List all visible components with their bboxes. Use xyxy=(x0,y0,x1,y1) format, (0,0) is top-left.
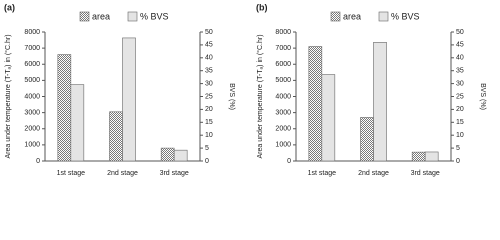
y2-tick-label: 30 xyxy=(456,80,464,87)
y2-tick-label: 20 xyxy=(205,106,213,113)
legend-label: % BVS xyxy=(140,11,169,21)
y-tick-label: 0 xyxy=(36,158,40,165)
bar xyxy=(321,74,336,162)
y2-tick-label: 0 xyxy=(205,158,209,165)
y-tick-label: 7000 xyxy=(275,45,291,52)
y2-axis-title: BVS (%) xyxy=(228,83,235,110)
y-axis-title: Area under temperature (T-Tₐ) in (°C.hr) xyxy=(4,34,12,158)
y2-tick-label: 45 xyxy=(205,42,213,49)
x-tick-label: 2nd stage xyxy=(107,170,138,177)
y-tick-label: 4000 xyxy=(275,93,291,100)
y2-tick-label: 15 xyxy=(205,119,213,126)
y2-tick-label: 10 xyxy=(205,132,213,139)
y2-tick-label: 35 xyxy=(456,68,464,75)
bar xyxy=(173,149,188,162)
y-tick-label: 7000 xyxy=(24,45,40,52)
bar xyxy=(70,84,85,162)
x-tick-label: 1st stage xyxy=(308,170,337,177)
y-tick-label: 1000 xyxy=(275,142,291,149)
y-tick-label: 6000 xyxy=(275,61,291,68)
legend-swatch xyxy=(79,11,90,22)
y2-tick-label: 25 xyxy=(205,93,213,100)
figure: (a)0100020003000400050006000700080000510… xyxy=(4,2,486,177)
y-tick-label: 5000 xyxy=(275,77,291,84)
y-tick-label: 2000 xyxy=(275,126,291,133)
legend-label: % BVS xyxy=(391,11,420,21)
legend-swatch xyxy=(330,11,341,22)
legend-label: area xyxy=(343,11,361,21)
bar xyxy=(109,111,123,162)
legend-label: area xyxy=(92,11,110,21)
y2-tick-label: 10 xyxy=(456,132,464,139)
bar xyxy=(373,42,387,162)
y2-tick-label: 45 xyxy=(456,42,464,49)
bar xyxy=(57,54,72,162)
y2-axis-title: BVS (%) xyxy=(479,83,486,110)
x-tick-label: 2nd stage xyxy=(358,170,389,177)
x-tick-label: 3rd stage xyxy=(411,170,440,177)
y-tick-label: 8000 xyxy=(24,29,40,36)
y-tick-label: 4000 xyxy=(24,93,40,100)
bar xyxy=(122,37,136,162)
x-tick-label: 3rd stage xyxy=(160,170,189,177)
panel-label: (a) xyxy=(4,2,15,12)
y2-tick-label: 50 xyxy=(205,29,213,36)
x-tick-label: 1st stage xyxy=(57,170,86,177)
y2-tick-label: 15 xyxy=(456,119,464,126)
y2-tick-label: 30 xyxy=(205,80,213,87)
bar xyxy=(424,151,439,162)
y2-tick-label: 5 xyxy=(456,145,460,152)
bar xyxy=(308,46,323,162)
y-tick-label: 3000 xyxy=(275,109,291,116)
bar xyxy=(360,117,374,162)
y-tick-label: 6000 xyxy=(24,61,40,68)
bar xyxy=(160,147,175,162)
y2-tick-label: 5 xyxy=(205,145,209,152)
y2-tick-label: 40 xyxy=(456,55,464,62)
y-tick-label: 5000 xyxy=(24,77,40,84)
y-axis-title: Area under temperature (T-Tₐ) in (°C.hr) xyxy=(256,34,264,158)
y2-tick-label: 0 xyxy=(456,158,460,165)
bar xyxy=(411,151,426,162)
y-tick-label: 0 xyxy=(287,158,291,165)
panel-label: (b) xyxy=(256,2,268,12)
y2-tick-label: 35 xyxy=(205,68,213,75)
y2-tick-label: 25 xyxy=(456,93,464,100)
y-tick-label: 8000 xyxy=(275,29,291,36)
y-tick-label: 2000 xyxy=(24,126,40,133)
y-tick-label: 3000 xyxy=(24,109,40,116)
y2-tick-label: 20 xyxy=(456,106,464,113)
y2-tick-label: 40 xyxy=(205,55,213,62)
legend-swatch xyxy=(127,11,138,22)
y-tick-label: 1000 xyxy=(24,142,40,149)
y2-tick-label: 50 xyxy=(456,29,464,36)
legend-swatch xyxy=(378,11,389,22)
